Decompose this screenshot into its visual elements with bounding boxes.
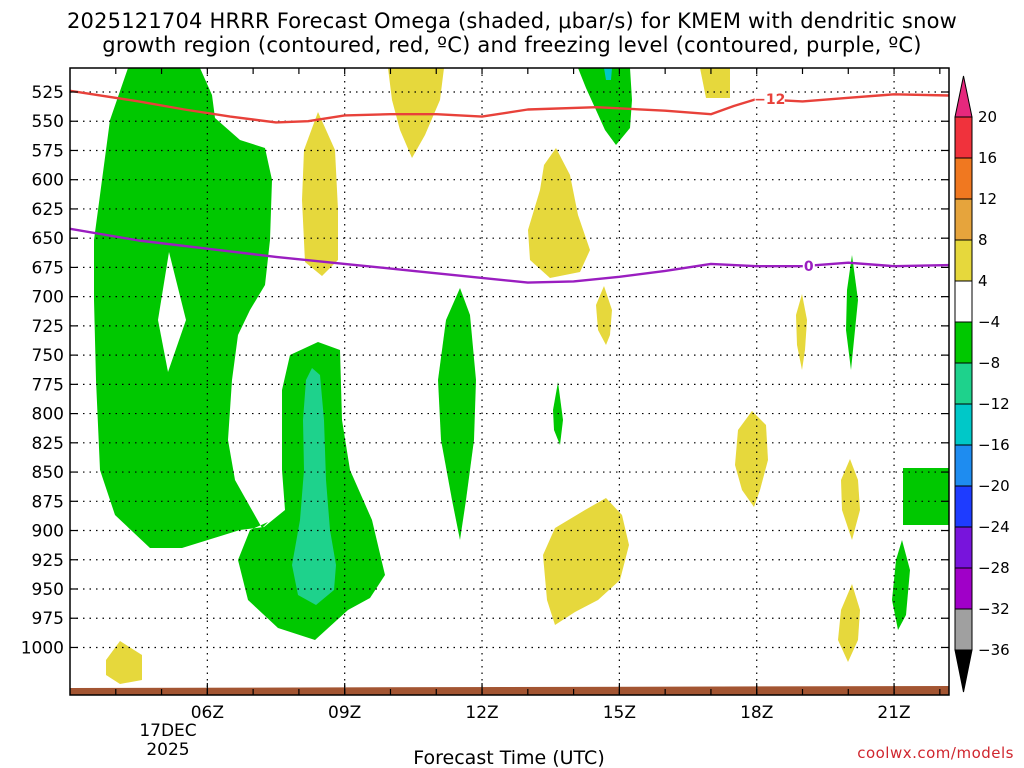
omega-downward-top-17z — [700, 68, 730, 98]
colorbar-bin-11 — [954, 567, 973, 610]
colorbar-bin-9 — [954, 485, 973, 528]
x-axis-title: Forecast Time (UTC) — [413, 747, 604, 768]
y-tick-label-625: 625 — [32, 200, 64, 220]
x-tick-label-12Z: 12Z — [465, 703, 498, 723]
omega-upward-20z — [846, 255, 858, 370]
colorbar-bin-10 — [954, 526, 973, 569]
contour-dendritic-growth-12c — [70, 89, 949, 124]
omega-upward-12z — [438, 288, 476, 540]
y-tick-label-525: 525 — [32, 83, 64, 103]
colorbar-bin-7 — [954, 403, 973, 446]
colorbar-bin-2 — [954, 198, 973, 241]
y-tick-label-950: 950 — [32, 580, 64, 600]
contour-labels: −12 0 — [754, 90, 815, 275]
plot-frame — [69, 67, 950, 696]
y-tick-label-550: 550 — [32, 112, 64, 132]
y-tick-label-850: 850 — [32, 463, 64, 483]
omega-downward-19z-mid — [796, 294, 807, 370]
y-tick-label-1000: 1000 — [21, 638, 64, 658]
date-label-year: 2025 — [146, 740, 189, 760]
y-tick-label-600: 600 — [32, 171, 64, 191]
y-tick-label-975: 975 — [32, 609, 64, 629]
y-tick-label-900: 900 — [32, 522, 64, 542]
omega-downward-14z-upper — [528, 148, 590, 278]
omega-upward-09z-core — [292, 368, 336, 605]
x-tick-label-21Z: 21Z — [877, 703, 910, 723]
contour-label-bg-1 — [802, 257, 815, 274]
omega-upward-right-edge — [903, 468, 949, 525]
y-tick-label-925: 925 — [32, 551, 64, 571]
colorbar-label-8: −16 — [978, 436, 1010, 454]
watermark: coolwx.com/models — [857, 744, 1014, 762]
colorbar-label-0: 20 — [978, 108, 997, 126]
omega-downward-18z — [735, 411, 768, 507]
y-tick-label-650: 650 — [32, 229, 64, 249]
y-tick-label-825: 825 — [32, 434, 64, 454]
colorbar-label-4: 4 — [978, 272, 988, 290]
colorbar-label-5: −4 — [978, 313, 1000, 331]
colorbar-label-6: −8 — [978, 354, 1000, 372]
y-tick-label-725: 725 — [32, 317, 64, 337]
time-axis: 06Z 09Z 12Z 15Z 18Z 21Z — [115, 68, 941, 723]
colorbar: 20 16 12 8 4 −4 −8 −12 −16 −20 −24 −28 −32 −36 — [954, 75, 1010, 693]
omega-downward-15z-low — [543, 498, 629, 625]
omega-downward-05z-surface — [106, 641, 142, 684]
x-tick-label-06Z: 06Z — [191, 703, 224, 723]
colorbar-label-13: −36 — [978, 641, 1010, 659]
omega-upward-21z-low — [892, 540, 910, 630]
colorbar-top-extend — [954, 75, 973, 118]
y-tick-label-775: 775 — [32, 375, 64, 395]
omega-downward-20z-low — [838, 584, 860, 662]
colorbar-bottom-extend — [954, 649, 973, 693]
x-tick-label-18Z: 18Z — [740, 703, 773, 723]
colorbar-label-12: −32 — [978, 600, 1010, 618]
contour-label-bg-0 — [754, 90, 785, 107]
colorbar-label-2: 12 — [978, 190, 997, 208]
colorbar-label-7: −12 — [978, 395, 1010, 413]
colorbar-bin-0 — [954, 116, 973, 159]
y-tick-label-700: 700 — [32, 288, 64, 308]
omega-downward-09z-upper — [302, 112, 338, 276]
omega-shading — [70, 68, 949, 695]
pressure-axis: 525 550 575 600 625 650 675 700 725 750 775 800 825 8… — [21, 83, 949, 658]
x-tick-label-15Z: 15Z — [603, 703, 636, 723]
contour-label-1: 0 — [804, 259, 814, 275]
omega-downward-20z — [841, 459, 860, 540]
contour-freezing-level-0c — [70, 227, 949, 284]
colorbar-bin-1 — [954, 157, 973, 200]
chart-title-line-1: 2025121704 HRRR Forecast Omega (shaded, … — [66, 9, 957, 33]
omega-upward-15z-top-core — [604, 68, 612, 80]
surface-terrain — [70, 686, 949, 695]
colorbar-label-1: 16 — [978, 149, 997, 167]
y-tick-label-800: 800 — [32, 405, 64, 425]
colorbar-label-11: −28 — [978, 559, 1010, 577]
omega-downward-15z-mid — [596, 286, 612, 345]
omega-plume-hole — [158, 252, 186, 372]
y-tick-label-575: 575 — [32, 141, 64, 161]
colorbar-bin-4 — [954, 280, 973, 323]
colorbar-bin-3 — [954, 239, 973, 282]
colorbar-bin-6 — [954, 362, 973, 405]
x-tick-label-09Z: 09Z — [328, 703, 361, 723]
y-tick-label-750: 750 — [32, 346, 64, 366]
colorbar-label-3: 8 — [978, 231, 988, 249]
date-label-day: 17DEC — [139, 721, 196, 741]
colorbar-label-9: −20 — [978, 477, 1010, 495]
contour-label-0: −12 — [754, 92, 785, 108]
grid — [70, 68, 949, 695]
colorbar-bin-12 — [954, 608, 973, 651]
chart-title-line-2: growth region (contoured, red, ºC) and f… — [102, 33, 922, 57]
y-tick-label-675: 675 — [32, 258, 64, 278]
colorbar-bin-5 — [954, 321, 973, 364]
y-tick-label-875: 875 — [32, 492, 64, 512]
colorbar-bin-8 — [954, 444, 973, 487]
colorbar-label-10: −24 — [978, 518, 1010, 536]
temperature-contours — [70, 89, 949, 284]
